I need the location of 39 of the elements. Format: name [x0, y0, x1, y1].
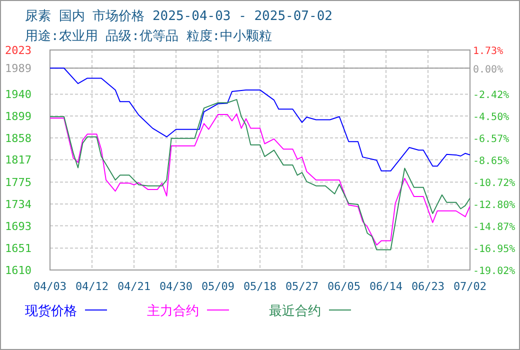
y2-tick-label: -2.42% — [473, 90, 510, 101]
line-series — [50, 68, 470, 172]
y-tick-label: 1651 — [5, 242, 32, 256]
x-tick-label: 07/02 — [453, 280, 487, 293]
x-tick-label: 06/23 — [411, 280, 445, 293]
y2-tick-label: -14.87% — [473, 222, 516, 233]
y2-tick-label: -10.72% — [473, 178, 516, 189]
y-tick-label: 1734 — [5, 198, 32, 211]
x-tick-label: 04/12 — [75, 280, 109, 293]
y-tick-label: 1817 — [5, 154, 32, 167]
y2-tick-label: -4.50% — [473, 112, 510, 124]
y-tick-label: 1989 — [5, 62, 32, 76]
y2-tick-label: 0.00% — [473, 64, 504, 76]
x-tick-label: 06/14 — [369, 280, 403, 293]
x-tick-label: 06/05 — [327, 280, 361, 293]
y2-tick-label: -12.80% — [473, 200, 516, 212]
x-tick-label: 05/27 — [285, 280, 319, 293]
y-tick-label: 1775 — [5, 176, 32, 190]
y-tick-label: 1899 — [5, 110, 32, 124]
y2-tick-label: -16.95% — [473, 244, 516, 256]
legend-label: 主力合约 — [147, 303, 199, 319]
y-tick-label: 1610 — [5, 264, 32, 277]
y-tick-label: 1693 — [5, 220, 32, 233]
legend-label: 最近合约 — [269, 304, 321, 319]
x-tick-label: 04/03 — [33, 280, 67, 293]
y2-tick-label: -19.02% — [473, 266, 516, 277]
y-tick-label: 1858 — [5, 132, 32, 145]
y-tick-label: 1940 — [5, 88, 32, 102]
y2-tick-label: -6.57% — [473, 134, 510, 145]
x-tick-label: 04/21 — [117, 280, 151, 293]
y-tick-label: 2023 — [5, 44, 32, 57]
x-tick-label: 05/18 — [243, 280, 277, 293]
y2-tick-label: -8.65% — [473, 156, 510, 168]
legend-label: 现货价格 — [25, 304, 77, 319]
chart-title: 尿素 国内 市场价格 2025-04-03 - 2025-07-02 — [25, 9, 332, 24]
chart-subtitle: 用途:农业用 品级:优等品 粒度:中小颗粒 — [25, 28, 272, 44]
x-tick-label: 04/30 — [159, 280, 193, 293]
y2-tick-label: 1.73% — [473, 46, 504, 57]
x-tick-label: 05/09 — [201, 280, 235, 293]
